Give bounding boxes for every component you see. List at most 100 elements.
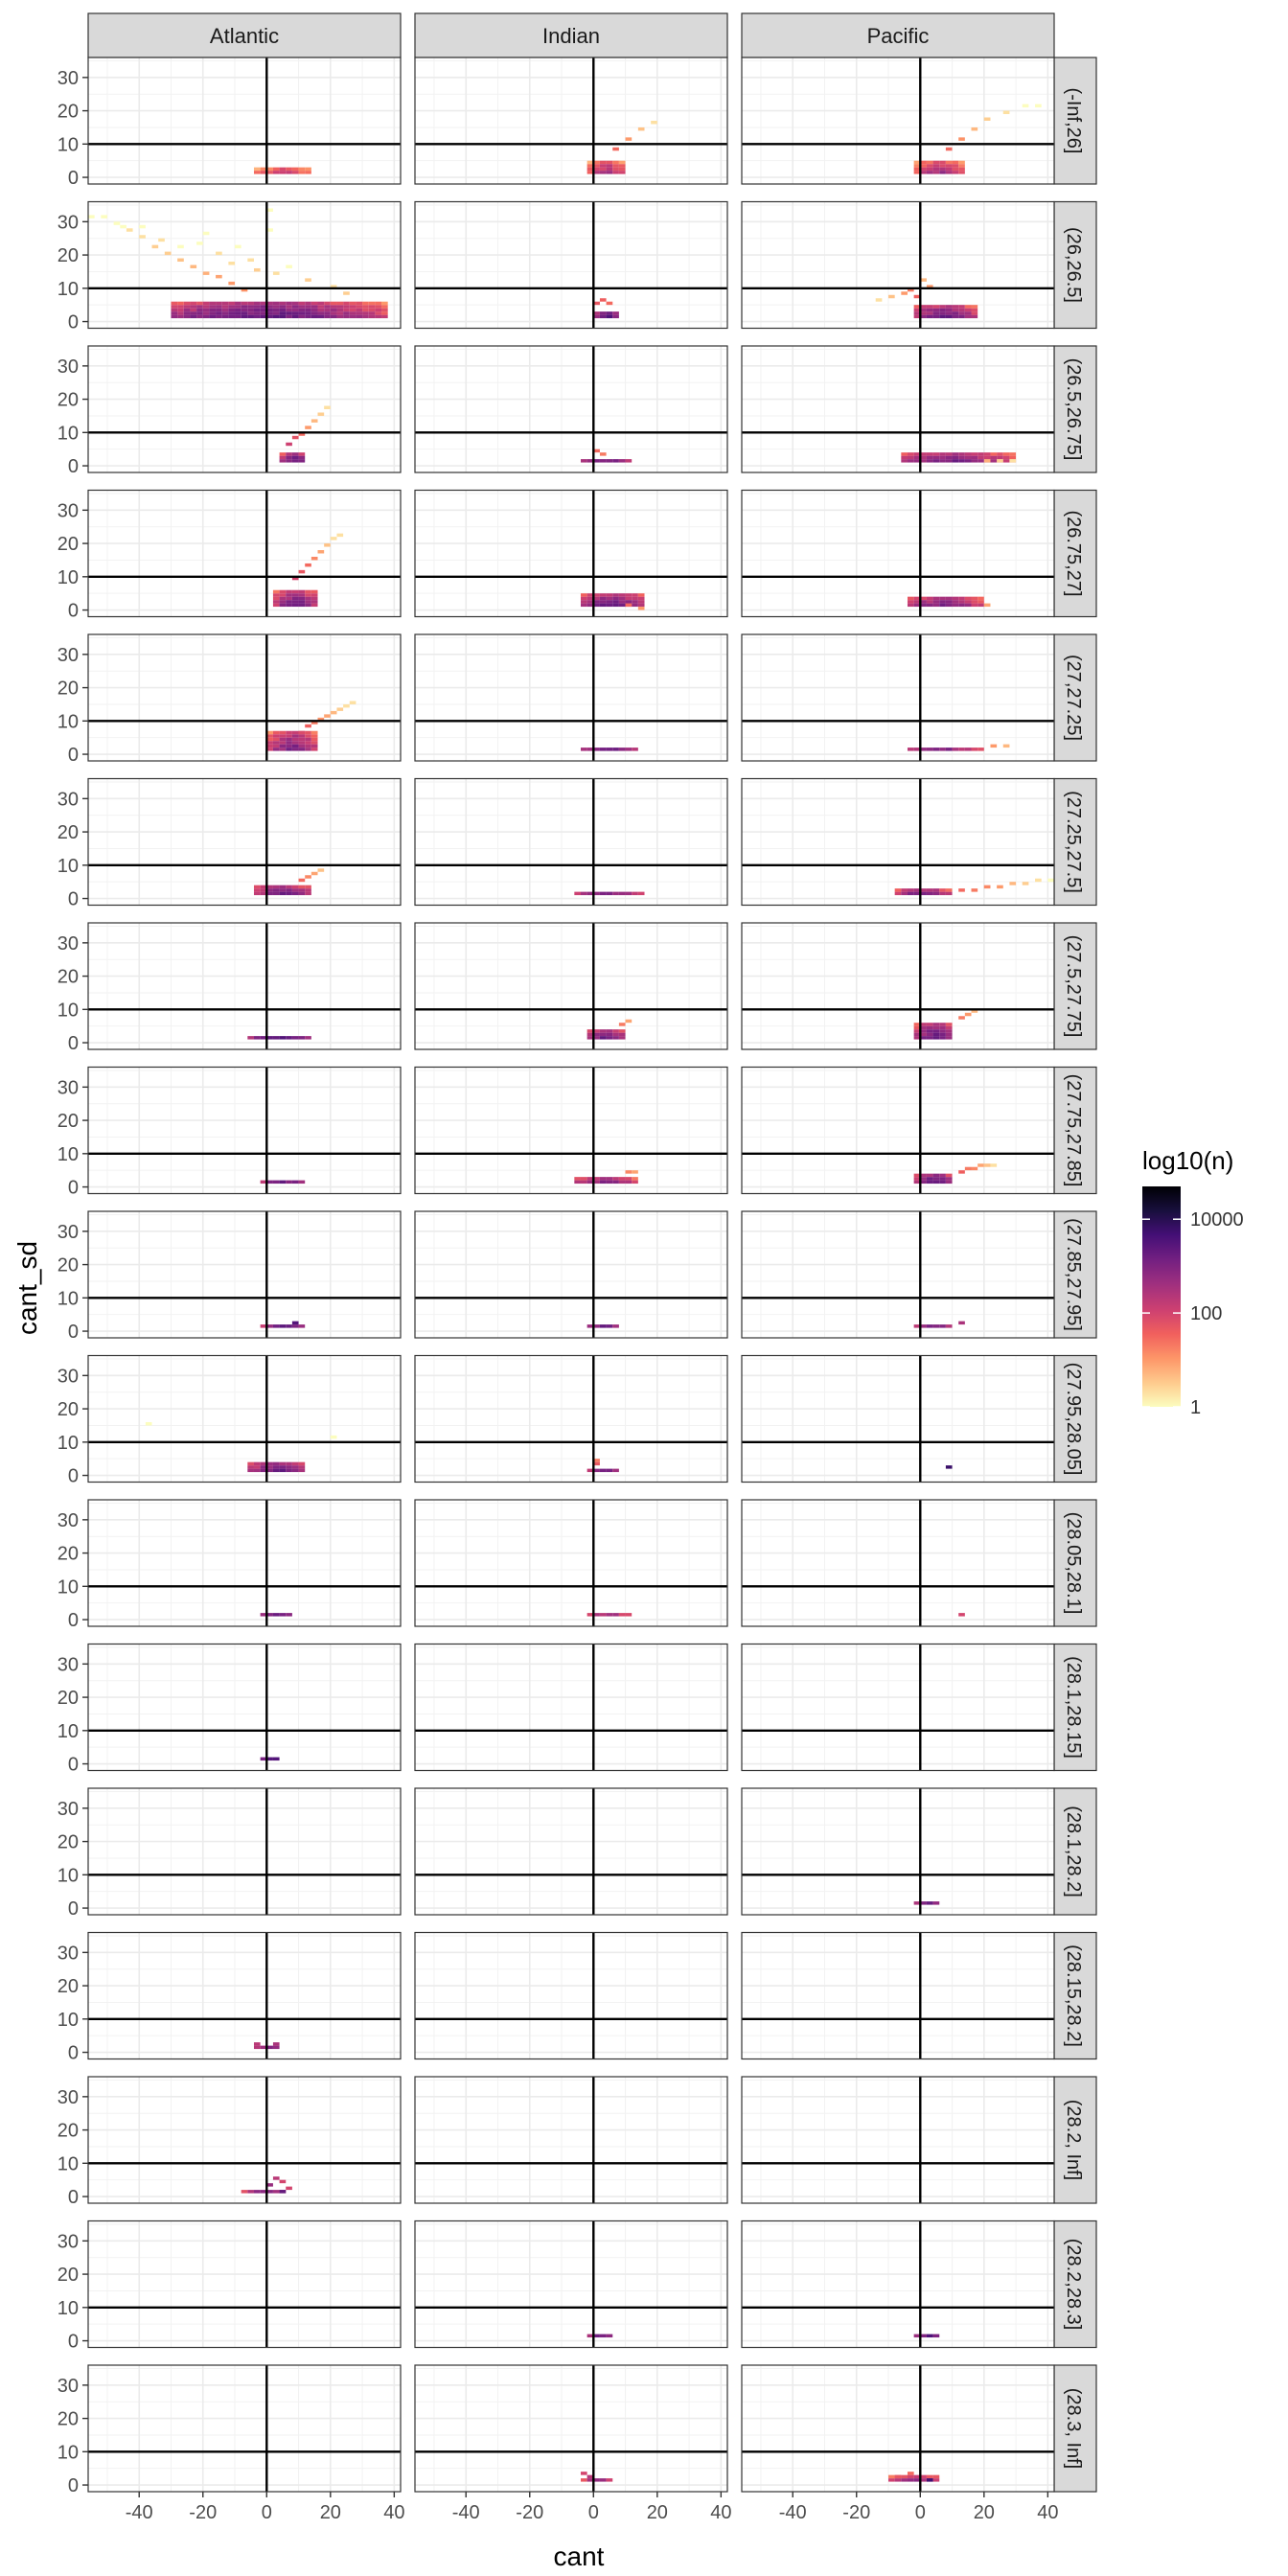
- heatmap-bin: [593, 1032, 600, 1037]
- heatmap-bin: [599, 459, 607, 463]
- heatmap-bin: [343, 703, 350, 708]
- heatmap-bin: [606, 1032, 613, 1037]
- heatmap-bin: [324, 714, 331, 718]
- y-tick-label: 0: [68, 2332, 79, 2353]
- heatmap-bin: [637, 596, 645, 601]
- heatmap-bin: [612, 147, 619, 151]
- panel-background: [415, 1932, 727, 2059]
- heatmap-bin: [286, 1613, 292, 1617]
- heatmap-bin: [618, 603, 626, 608]
- panel-background: [88, 923, 401, 1049]
- heatmap-bin: [286, 452, 292, 456]
- heatmap-bin: [381, 311, 388, 315]
- heatmap-bin: [272, 730, 280, 735]
- heatmap-bin: [272, 2176, 280, 2180]
- heatmap-bin: [375, 301, 382, 306]
- heatmap-bin: [606, 171, 613, 174]
- heatmap-bin: [599, 1032, 607, 1037]
- heatmap-bin: [324, 305, 331, 309]
- panel-10-1: [414, 1499, 728, 1627]
- heatmap-bin: [952, 305, 959, 309]
- heatmap-bin: [952, 167, 959, 172]
- heatmap-bin: [586, 891, 594, 896]
- heatmap-bin: [305, 308, 311, 312]
- heatmap-bin: [939, 748, 946, 751]
- x-tick-label: -20: [842, 2502, 870, 2523]
- heatmap-bin: [612, 1324, 619, 1328]
- heatmap-bin: [606, 1468, 613, 1473]
- heatmap-bin: [305, 888, 311, 892]
- y-tick-label: 0: [68, 2187, 79, 2208]
- heatmap-bin: [291, 1321, 299, 1325]
- heatmap-bin: [952, 455, 959, 460]
- panel-13-2: [741, 1931, 1055, 2060]
- panel-15-2: [741, 2220, 1055, 2349]
- heatmap-bin: [586, 2474, 594, 2479]
- heatmap-bin: [945, 1032, 953, 1037]
- heatmap-bin: [343, 291, 350, 295]
- heatmap-bin: [362, 301, 369, 306]
- heatmap-bin: [343, 301, 350, 306]
- heatmap-bin: [228, 301, 236, 306]
- heatmap-bin: [272, 2190, 280, 2194]
- heatmap-bin: [907, 452, 914, 456]
- heatmap-bin: [266, 208, 273, 212]
- y-tick-label: 0: [68, 1178, 79, 1199]
- y-tick-label: 10: [58, 1576, 79, 1598]
- heatmap-bin: [260, 167, 267, 172]
- panel-2-0: [87, 345, 402, 473]
- heatmap-bin: [606, 314, 613, 319]
- heatmap-bin: [330, 305, 337, 309]
- heatmap-bin: [202, 314, 210, 319]
- x-tick-label: 20: [320, 2502, 341, 2523]
- heatmap-bin: [913, 2334, 921, 2338]
- heatmap-bin: [305, 748, 311, 751]
- row-strip-3: [1053, 489, 1097, 618]
- heatmap-bin: [932, 1180, 940, 1184]
- heatmap-bin: [920, 452, 927, 456]
- heatmap-bin: [932, 164, 940, 168]
- heatmap-bin: [272, 1465, 280, 1469]
- heatmap-bin: [260, 311, 267, 315]
- heatmap-bin: [190, 305, 197, 309]
- heatmap-bin: [171, 314, 178, 319]
- heatmap-bin: [298, 589, 306, 594]
- heatmap-bin: [952, 314, 959, 319]
- heatmap-bin: [945, 888, 953, 892]
- heatmap-bin: [1022, 882, 1029, 886]
- heatmap-bin: [926, 1025, 933, 1030]
- panel-border: [741, 57, 1055, 185]
- heatmap-bin: [958, 1170, 965, 1174]
- heatmap-bin: [920, 748, 927, 751]
- heatmap-bin: [983, 117, 991, 121]
- heatmap-bin: [939, 1023, 946, 1026]
- heatmap-bin: [599, 167, 607, 172]
- legend-tick-label: 10000: [1190, 1209, 1244, 1230]
- heatmap-bin: [266, 1036, 273, 1040]
- y-tick-label: 0: [68, 456, 79, 477]
- heatmap-bin: [305, 593, 311, 597]
- heatmap-bin: [247, 308, 254, 312]
- heatmap-bin: [286, 593, 292, 597]
- heatmap-bin: [580, 2472, 587, 2475]
- heatmap-bin: [266, 730, 273, 735]
- x-tick-label: 20: [974, 2502, 995, 2523]
- heatmap-bin: [939, 459, 946, 463]
- heatmap-bin: [612, 1177, 619, 1181]
- heatmap-bin: [1002, 744, 1010, 748]
- heatmap-bin: [279, 2190, 287, 2194]
- legend-tick-label: 100: [1190, 1303, 1222, 1324]
- heatmap-bin: [298, 455, 306, 460]
- heatmap-bin: [260, 2190, 267, 2194]
- heatmap-bin: [260, 1757, 267, 1761]
- heatmap-bin: [336, 308, 344, 312]
- heatmap-bin: [958, 888, 965, 892]
- heatmap-bin: [586, 167, 594, 172]
- heatmap-bin: [279, 885, 287, 889]
- heatmap-bin: [1009, 455, 1017, 460]
- heatmap-bin: [618, 1177, 626, 1181]
- heatmap-bin: [952, 603, 959, 608]
- heatmap-bin: [958, 160, 965, 165]
- panel-border: [414, 2364, 728, 2493]
- heatmap-bin: [291, 1461, 299, 1466]
